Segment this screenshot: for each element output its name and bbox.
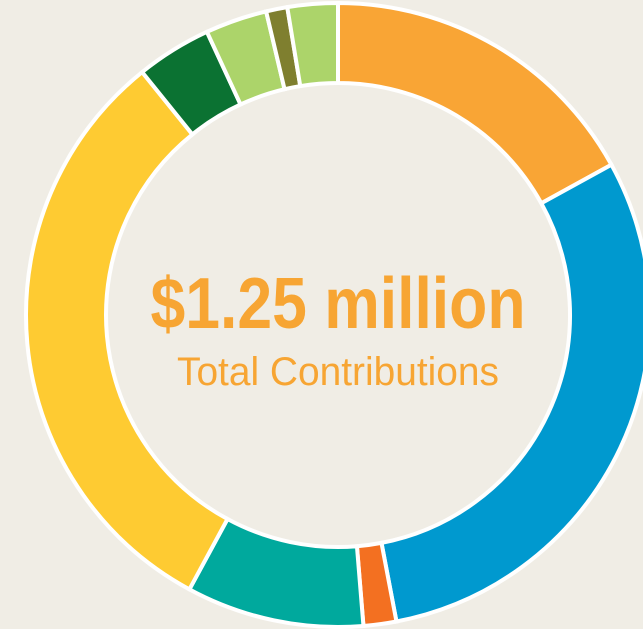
donut-segment (284, 0, 340, 89)
center-label: $1.25 million (151, 264, 526, 344)
donut-segment (379, 161, 643, 624)
center-sublabel: Total Contributions (177, 350, 499, 394)
donut-segment (24, 69, 231, 593)
donut-ring (24, 0, 643, 629)
